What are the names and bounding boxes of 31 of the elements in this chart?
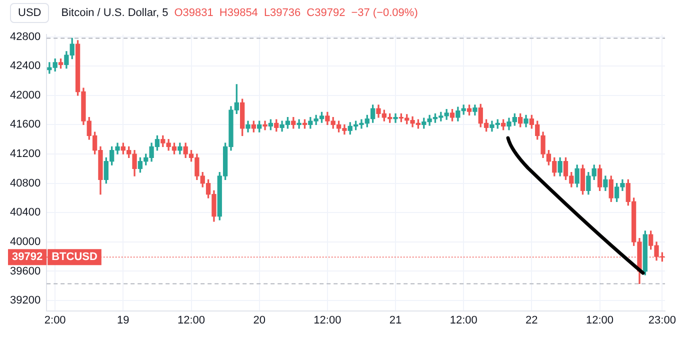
x-tick-label: 22 bbox=[526, 314, 538, 326]
x-tick-label: 12:00 bbox=[586, 314, 614, 326]
y-tick-label: 40800 bbox=[10, 177, 41, 190]
x-tick-label: 2:00 bbox=[44, 314, 66, 326]
text: L39736 bbox=[264, 7, 301, 19]
y-tick-label: 39200 bbox=[10, 294, 41, 307]
y-tick-label: 42800 bbox=[10, 30, 41, 43]
text: H39854 bbox=[219, 7, 258, 19]
annotation: 39792 bbox=[12, 251, 43, 264]
x-tick-label: 12:00 bbox=[178, 314, 206, 326]
x-tick-label: 21 bbox=[389, 314, 402, 326]
text: C39792 bbox=[306, 7, 346, 19]
x-tick-label: 19 bbox=[117, 314, 130, 326]
text: O39831 bbox=[174, 7, 214, 19]
chart-title: Bitcoin / U.S. Dollar, 5 bbox=[61, 7, 168, 19]
y-tick-label: 42000 bbox=[10, 89, 41, 102]
y-tick-label: 42400 bbox=[10, 60, 41, 72]
y-tick-label: 39600 bbox=[10, 265, 41, 278]
y-tick-label: 40400 bbox=[10, 206, 41, 219]
x-tick-label: 20 bbox=[253, 314, 266, 326]
y-tick-label: 41200 bbox=[10, 148, 41, 160]
x-tick-label: 12:00 bbox=[314, 314, 342, 326]
x-tick-label: 23:00 bbox=[648, 314, 676, 326]
y-tick-label: 40000 bbox=[10, 236, 41, 248]
text: −37 (−0.09%) bbox=[351, 7, 418, 19]
y-tick-label: 41600 bbox=[10, 118, 41, 131]
ref-line-label: BTCUSD bbox=[52, 251, 98, 264]
candlestick bbox=[262, 120, 268, 130]
candlestick bbox=[393, 113, 398, 123]
y-axis-title: USD bbox=[10, 3, 50, 23]
x-tick-label: 12:00 bbox=[450, 314, 478, 326]
